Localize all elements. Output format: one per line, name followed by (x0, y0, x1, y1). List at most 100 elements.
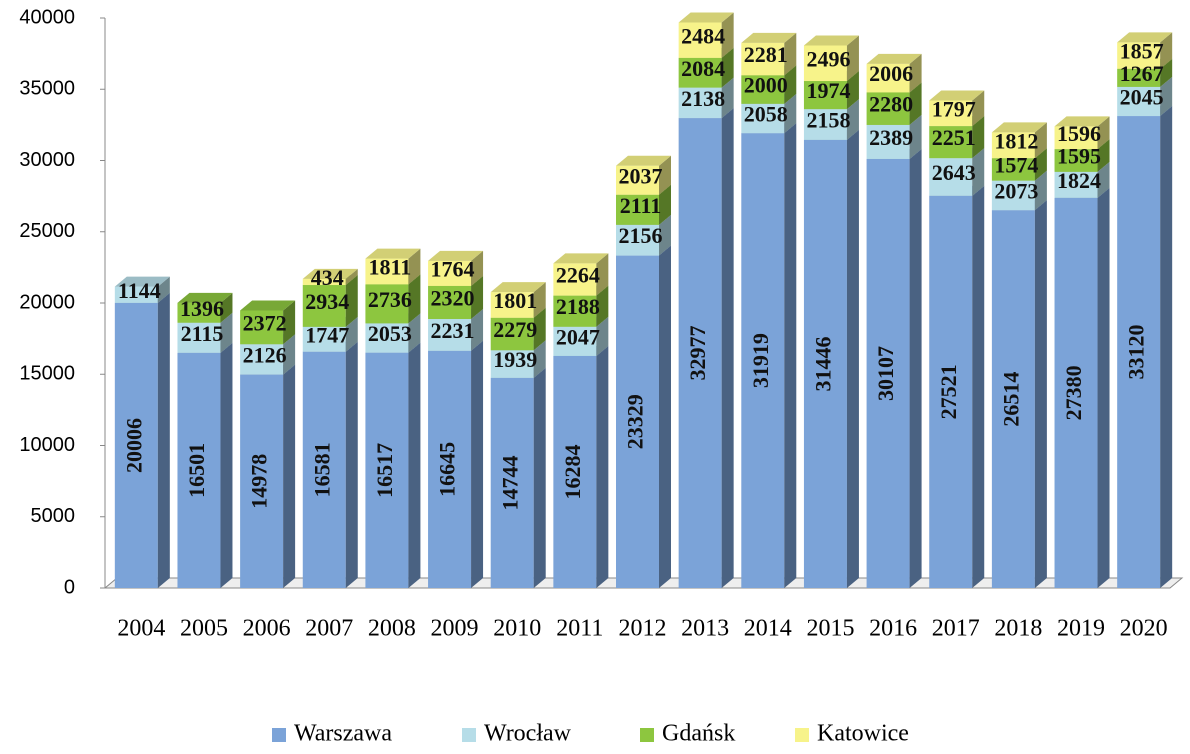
bar-top (428, 250, 484, 261)
bar-side (1160, 76, 1173, 117)
bar-top (616, 155, 671, 166)
bar-side (1034, 122, 1047, 159)
legend-label: Katowice (817, 721, 909, 747)
bar-top (741, 32, 797, 43)
value-label: 1747 (305, 322, 349, 347)
bar-side (909, 114, 922, 159)
value-label: 16501 (184, 443, 209, 498)
bar-top (1054, 116, 1110, 127)
legend-label: Warszawa (294, 721, 392, 747)
bar-segment (741, 103, 785, 134)
bar-segment (114, 302, 158, 588)
bar-segment (803, 139, 847, 588)
x-tick-label: 2018 (994, 616, 1042, 642)
legend-label: Wrocław (484, 721, 572, 747)
value-label: 1596 (1057, 121, 1101, 146)
value-label: 1144 (118, 278, 161, 303)
bar-side (1034, 148, 1047, 181)
bar-side (972, 185, 985, 588)
bar-segment (616, 194, 659, 225)
bar-side (220, 342, 233, 588)
bar-side (596, 253, 609, 296)
value-label: 1801 (493, 288, 537, 313)
bar-side (1160, 32, 1173, 69)
bar-top (302, 268, 358, 279)
y-tick-label: 25000 (19, 220, 75, 242)
bar-side (659, 214, 671, 256)
bar-side (157, 276, 170, 303)
bar-top (240, 300, 296, 311)
bar-segment (177, 322, 221, 353)
bar-side (1160, 58, 1173, 87)
bar-side (721, 108, 734, 588)
value-label: 2281 (744, 42, 788, 67)
bar-segment (490, 377, 534, 588)
bar-side (972, 90, 985, 127)
value-label: 2053 (368, 321, 412, 346)
bar-side (408, 342, 421, 588)
value-label: 2126 (243, 342, 287, 367)
bar-side (596, 345, 609, 588)
bar-side (533, 307, 546, 351)
y-tick-label: 10000 (19, 434, 75, 456)
legend-swatch (272, 728, 286, 742)
value-label: 33120 (1124, 325, 1149, 380)
bar-side (1097, 161, 1110, 198)
value-label: 2389 (869, 125, 913, 150)
bar-side (596, 285, 609, 327)
bar-segment (302, 326, 346, 352)
value-label: 2496 (806, 46, 850, 71)
y-tick-label: 15000 (19, 363, 75, 385)
bar-segment (1117, 86, 1161, 117)
x-tick-label: 2015 (806, 616, 854, 642)
bar-side (1160, 106, 1173, 588)
bar-segment (553, 326, 597, 356)
value-label: 2484 (681, 23, 725, 48)
value-label: 2084 (681, 56, 725, 81)
y-tick-label: 35000 (19, 78, 75, 100)
bar-side (157, 292, 170, 588)
bar-segment (803, 45, 847, 82)
bar-segment (678, 22, 722, 58)
value-label: 2320 (431, 286, 475, 311)
bar-segment (678, 118, 722, 588)
value-label: 1939 (493, 347, 537, 372)
bar-top (1117, 32, 1173, 43)
bar-segment (866, 158, 910, 588)
bar-side (471, 340, 484, 588)
value-label: 32977 (685, 326, 710, 381)
bar-segment (866, 124, 910, 159)
bar-segment (302, 278, 346, 286)
value-label: 1595 (1057, 144, 1101, 169)
bar-top (866, 53, 922, 64)
bar-top (365, 248, 421, 259)
x-tick-label: 2019 (1057, 616, 1105, 642)
bar-segment (365, 258, 409, 285)
value-label: 14744 (497, 455, 522, 510)
value-label: 16581 (309, 442, 334, 497)
value-label: 2037 (619, 163, 663, 188)
value-label: 2279 (493, 317, 537, 342)
y-tick-label: 40000 (19, 6, 75, 28)
value-label: 2047 (556, 324, 600, 349)
value-label: 16284 (560, 444, 585, 499)
value-label: 2115 (181, 321, 224, 346)
bar-side (220, 312, 233, 353)
bar-side (345, 341, 358, 588)
bar-side (721, 47, 734, 88)
bar-side (784, 123, 797, 589)
bar-segment (1117, 42, 1161, 69)
bar-top (490, 282, 546, 293)
bar-segment (991, 210, 1035, 588)
value-label: 30107 (873, 346, 898, 401)
value-label: 2156 (619, 223, 663, 248)
x-tick-label: 2013 (681, 616, 729, 642)
bar-segment (490, 350, 534, 378)
value-label: 1574 (994, 152, 1038, 177)
legend-label: Gdańsk (662, 721, 735, 747)
bar-segment (553, 263, 597, 296)
value-label: 2736 (368, 287, 412, 312)
bar-segment (929, 195, 973, 588)
value-label: 2372 (243, 310, 287, 335)
bar-side (345, 316, 358, 352)
